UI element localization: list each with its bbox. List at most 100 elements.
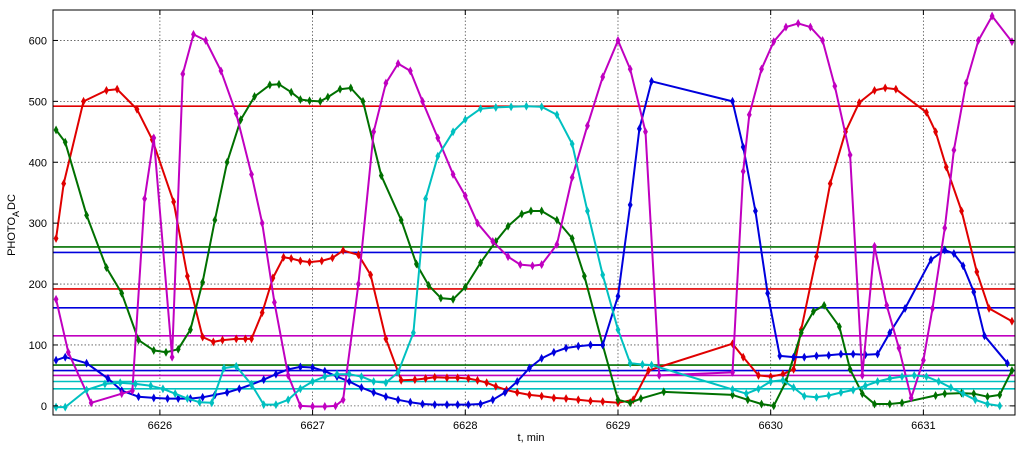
data-point [249, 334, 254, 344]
data-point [297, 384, 303, 394]
data-point [200, 392, 206, 402]
data-point [84, 385, 90, 395]
data-point [896, 343, 902, 353]
data-point [539, 353, 545, 363]
data-point [588, 340, 593, 350]
data-point [862, 381, 868, 391]
data-point [249, 170, 254, 179]
data-point [514, 388, 520, 397]
data-point [224, 388, 230, 397]
data-point [450, 294, 456, 304]
data-point [942, 389, 948, 399]
data-point [395, 367, 401, 377]
data-point [951, 249, 957, 259]
data-point [859, 370, 865, 380]
data-point [827, 179, 833, 189]
data-point [297, 401, 303, 411]
x-tick-label: 6627 [300, 420, 324, 432]
data-point [432, 400, 438, 410]
data-point [585, 206, 590, 216]
data-point [238, 115, 244, 125]
data-point [462, 191, 468, 201]
data-point [129, 386, 135, 396]
data-point [627, 64, 633, 74]
data-point [730, 96, 735, 106]
data-point [646, 366, 651, 375]
data-point [960, 261, 966, 271]
x-tick-label: 6626 [148, 420, 172, 432]
series-1 [53, 79, 1015, 411]
data-point [554, 240, 560, 249]
data-point [136, 335, 141, 345]
data-point [493, 103, 499, 112]
data-point [288, 87, 294, 97]
data-point [236, 384, 242, 394]
data-point [478, 258, 483, 268]
data-point [310, 363, 316, 372]
data-point [933, 391, 939, 400]
data-point [355, 279, 361, 289]
data-point [273, 400, 279, 410]
data-point [982, 331, 987, 341]
data-point [359, 372, 364, 382]
data-point [249, 380, 254, 389]
data-point [554, 110, 560, 120]
data-point [203, 36, 209, 45]
data-point [53, 355, 59, 365]
data-point [850, 385, 856, 395]
data-point [210, 337, 216, 347]
data-point [187, 325, 193, 335]
data-point [746, 110, 752, 120]
data-point [795, 18, 801, 28]
data-point [975, 36, 981, 45]
data-point [148, 381, 154, 391]
data-point [395, 395, 401, 405]
data-point [505, 252, 511, 262]
y-tick-label: 200 [29, 279, 47, 291]
data-point [209, 398, 215, 408]
data-point [847, 364, 853, 374]
data-point [759, 399, 764, 409]
data-point [656, 370, 662, 380]
data-point [172, 389, 178, 399]
data-point [281, 252, 287, 262]
data-point [348, 83, 354, 93]
x-tick-label: 6629 [606, 420, 630, 432]
data-point [615, 291, 621, 301]
data-point [117, 378, 123, 388]
data-point [104, 263, 109, 273]
data-point [383, 392, 389, 402]
data-point [959, 206, 964, 216]
data-point [777, 351, 783, 361]
data-point [526, 390, 532, 400]
data-point [986, 303, 992, 313]
data-point [752, 206, 758, 216]
data-point [171, 197, 177, 207]
data-point [588, 396, 593, 406]
data-point [884, 300, 890, 310]
data-point [908, 393, 914, 403]
data-point [756, 370, 761, 380]
data-point [81, 96, 86, 106]
series-line [55, 87, 1013, 404]
data-point [972, 395, 978, 405]
data-point [288, 254, 294, 263]
data-point [62, 352, 68, 362]
data-point [484, 378, 490, 388]
data-point [554, 215, 560, 225]
data-point [814, 392, 819, 402]
data-point [297, 95, 303, 104]
data-point [233, 109, 239, 118]
data-point [383, 334, 389, 344]
data-point [920, 355, 926, 365]
data-point [933, 127, 939, 137]
data-point [838, 388, 844, 397]
data-point [490, 236, 496, 246]
data-point [756, 384, 761, 394]
data-point [963, 78, 969, 88]
y-axis-label-main: PHOTO [6, 217, 18, 256]
data-point [856, 98, 862, 108]
data-point [53, 294, 59, 304]
data-point [330, 253, 335, 263]
data-point [368, 270, 374, 280]
